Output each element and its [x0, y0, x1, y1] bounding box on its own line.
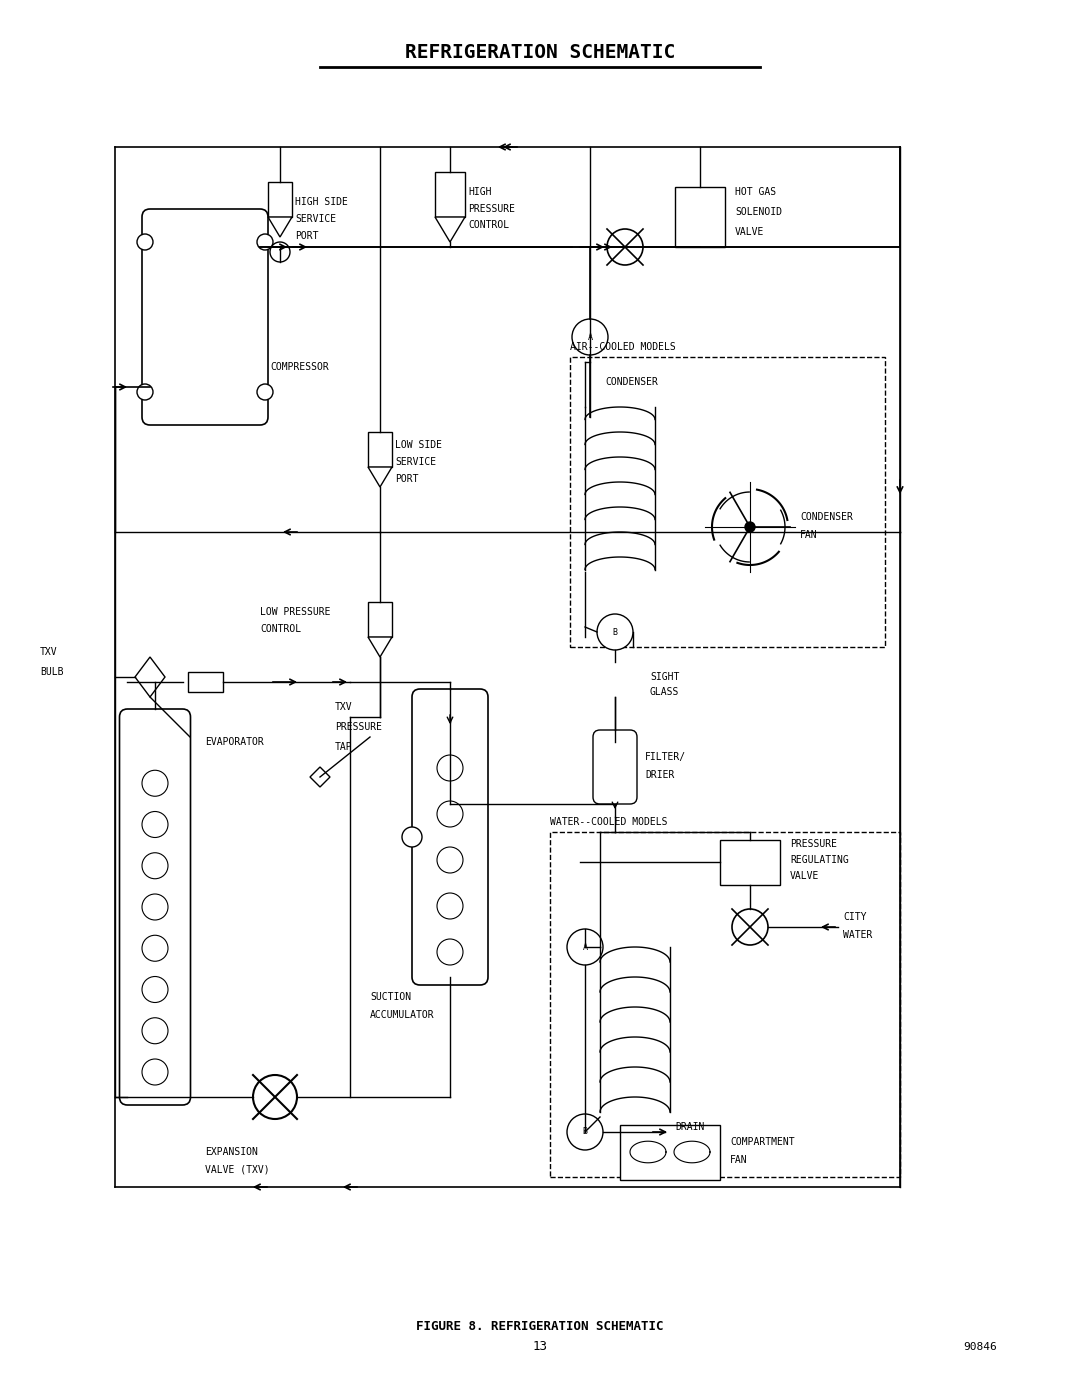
- Circle shape: [567, 1113, 603, 1150]
- Circle shape: [437, 939, 463, 965]
- Text: PORT: PORT: [395, 474, 419, 483]
- Text: HOT GAS: HOT GAS: [735, 187, 777, 197]
- Bar: [268, 182, 292, 217]
- Bar: [550, 833, 900, 1178]
- Polygon shape: [268, 217, 292, 237]
- Bar: [620, 1125, 720, 1179]
- Text: PORT: PORT: [295, 231, 319, 242]
- Text: SIGHT: SIGHT: [650, 672, 679, 682]
- FancyBboxPatch shape: [593, 731, 637, 805]
- Circle shape: [257, 235, 273, 250]
- Circle shape: [141, 852, 168, 879]
- Text: CONDENSER: CONDENSER: [800, 511, 853, 522]
- Text: FAN: FAN: [730, 1155, 747, 1165]
- Text: CONTROL: CONTROL: [260, 624, 301, 634]
- Text: EXPANSION: EXPANSION: [205, 1147, 258, 1157]
- Text: A: A: [582, 943, 588, 951]
- Text: FAN: FAN: [800, 529, 818, 541]
- Bar: [188, 672, 222, 692]
- Text: SOLENOID: SOLENOID: [735, 207, 782, 217]
- Text: B: B: [612, 627, 618, 637]
- Text: DRAIN: DRAIN: [675, 1122, 704, 1132]
- Polygon shape: [435, 217, 465, 242]
- Text: 90846: 90846: [963, 1343, 997, 1352]
- Bar: [570, 358, 885, 647]
- Text: WATER--COOLED MODELS: WATER--COOLED MODELS: [550, 817, 667, 827]
- Text: REGULATING: REGULATING: [789, 855, 849, 865]
- Text: COMPARTMENT: COMPARTMENT: [730, 1137, 795, 1147]
- FancyBboxPatch shape: [120, 710, 190, 1105]
- Circle shape: [257, 384, 273, 400]
- Text: HIGH: HIGH: [468, 187, 491, 197]
- Bar: [368, 602, 392, 637]
- Text: TXV: TXV: [335, 703, 353, 712]
- Text: REFRIGERATION SCHEMATIC: REFRIGERATION SCHEMATIC: [405, 42, 675, 61]
- Circle shape: [141, 1059, 168, 1085]
- Text: CONDENSER: CONDENSER: [605, 377, 658, 387]
- Text: LOW PRESSURE: LOW PRESSURE: [260, 608, 330, 617]
- Text: LOW SIDE: LOW SIDE: [395, 440, 442, 450]
- FancyBboxPatch shape: [141, 210, 268, 425]
- Circle shape: [141, 977, 168, 1003]
- Circle shape: [253, 1076, 297, 1119]
- Bar: [720, 840, 780, 884]
- Circle shape: [141, 894, 168, 921]
- Circle shape: [402, 827, 422, 847]
- Text: AIR--COOLED MODELS: AIR--COOLED MODELS: [570, 342, 676, 352]
- Circle shape: [437, 754, 463, 781]
- Circle shape: [141, 935, 168, 961]
- Text: SERVICE: SERVICE: [395, 457, 436, 467]
- Circle shape: [572, 319, 608, 355]
- Polygon shape: [368, 637, 392, 657]
- Polygon shape: [368, 467, 392, 488]
- Circle shape: [437, 893, 463, 919]
- Text: SUCTION: SUCTION: [370, 992, 411, 1002]
- Text: TXV: TXV: [40, 647, 57, 657]
- Text: FILTER/: FILTER/: [645, 752, 686, 761]
- Circle shape: [137, 384, 153, 400]
- Text: CONTROL: CONTROL: [468, 219, 509, 231]
- Text: VALVE: VALVE: [789, 870, 820, 882]
- FancyBboxPatch shape: [411, 689, 488, 985]
- Text: A: A: [588, 332, 593, 341]
- Circle shape: [137, 235, 153, 250]
- Bar: [435, 172, 465, 217]
- Text: VALVE: VALVE: [735, 226, 765, 237]
- Text: TAP: TAP: [335, 742, 353, 752]
- Circle shape: [141, 812, 168, 837]
- Bar: [675, 187, 725, 247]
- Polygon shape: [135, 657, 165, 697]
- Text: WATER: WATER: [843, 930, 873, 940]
- Text: VALVE (TXV): VALVE (TXV): [205, 1165, 270, 1175]
- Circle shape: [607, 229, 643, 265]
- Text: CITY: CITY: [843, 912, 866, 922]
- Text: DRIER: DRIER: [645, 770, 674, 780]
- Text: COMPRESSOR: COMPRESSOR: [270, 362, 328, 372]
- Text: GLASS: GLASS: [650, 687, 679, 697]
- Bar: [368, 432, 392, 467]
- Polygon shape: [310, 767, 330, 787]
- Text: SERVICE: SERVICE: [295, 214, 336, 224]
- Text: ACCUMULATOR: ACCUMULATOR: [370, 1010, 434, 1020]
- Text: B: B: [582, 1127, 588, 1137]
- Circle shape: [437, 847, 463, 873]
- Text: PRESSURE: PRESSURE: [789, 840, 837, 849]
- Text: PRESSURE: PRESSURE: [335, 722, 382, 732]
- Text: 13: 13: [532, 1341, 548, 1354]
- Text: FIGURE 8. REFRIGERATION SCHEMATIC: FIGURE 8. REFRIGERATION SCHEMATIC: [416, 1320, 664, 1334]
- Text: PRESSURE: PRESSURE: [468, 204, 515, 214]
- Circle shape: [141, 1018, 168, 1044]
- Circle shape: [141, 770, 168, 796]
- Text: HIGH SIDE: HIGH SIDE: [295, 197, 348, 207]
- Circle shape: [567, 929, 603, 965]
- Circle shape: [437, 800, 463, 827]
- Text: EVAPORATOR: EVAPORATOR: [205, 738, 264, 747]
- Circle shape: [597, 615, 633, 650]
- Circle shape: [270, 242, 291, 263]
- Circle shape: [745, 522, 755, 532]
- Circle shape: [732, 909, 768, 944]
- Text: BULB: BULB: [40, 666, 64, 678]
